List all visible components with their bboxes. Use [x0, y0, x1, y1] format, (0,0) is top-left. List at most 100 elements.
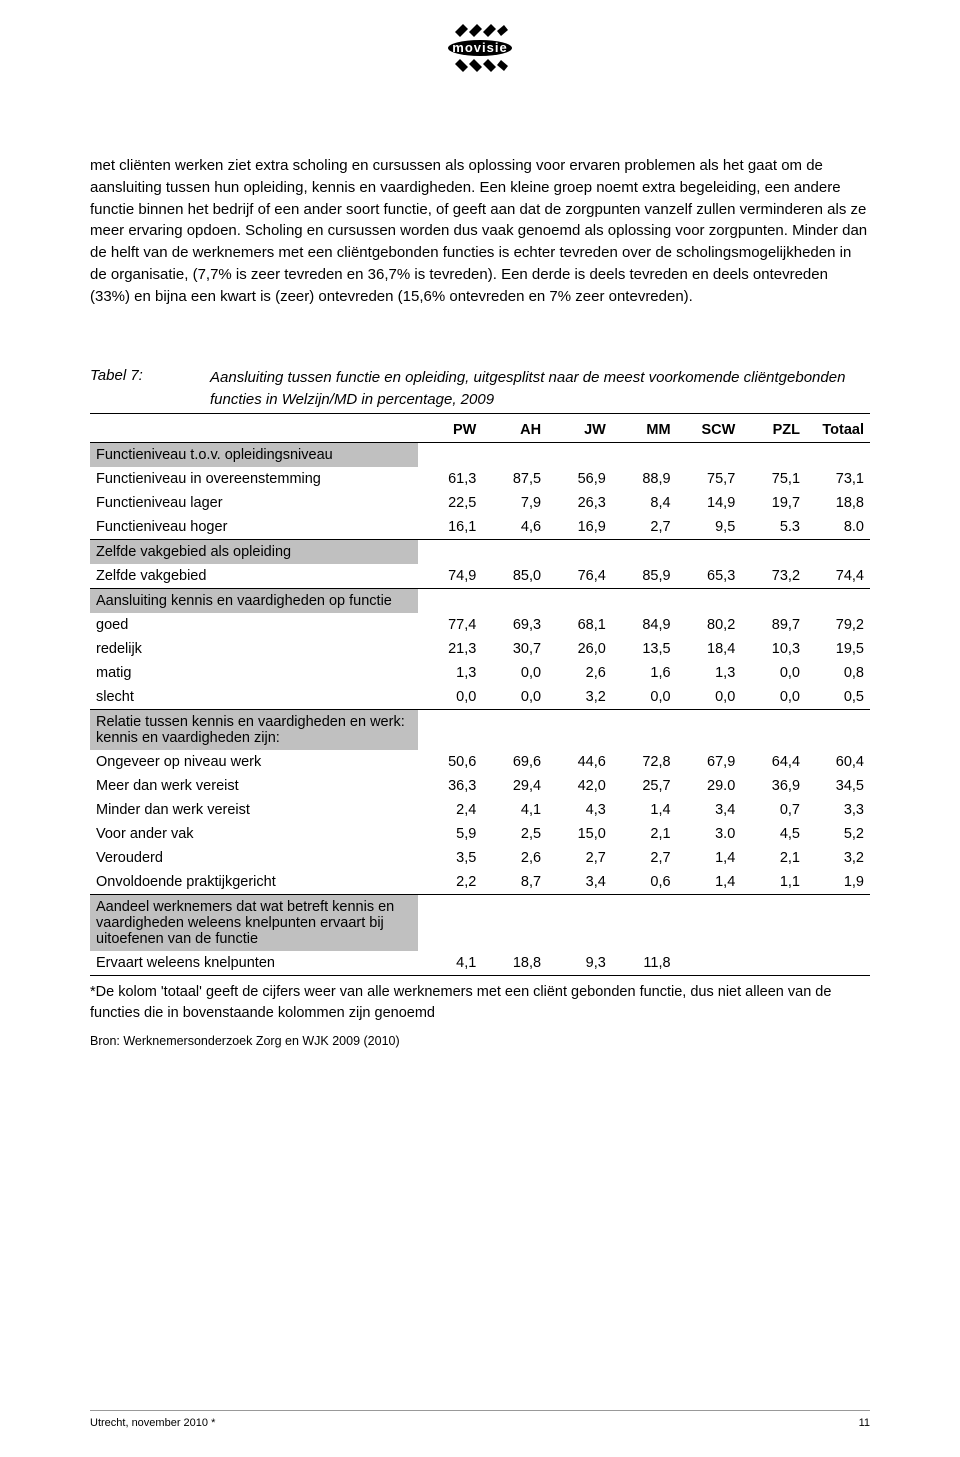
table-cell-empty: [677, 442, 742, 467]
table-cell: 0,0: [418, 685, 483, 710]
table-cell-empty: [418, 709, 483, 750]
table-cell: 1,1: [741, 870, 806, 895]
table-cell: 5,9: [418, 822, 483, 846]
table-row: Onvoldoende praktijkgericht2,28,73,40,61…: [90, 870, 870, 895]
table-cell-empty: [806, 442, 870, 467]
table-row: slecht0,00,03,20,00,00,00,5: [90, 685, 870, 710]
table-header: PZL: [741, 418, 806, 443]
table-cell-empty: [547, 442, 612, 467]
row-label: Zelfde vakgebied: [90, 564, 418, 589]
table-row: Voor ander vak5,92,515,02,13.04,55,2: [90, 822, 870, 846]
table-cell: 3.0: [677, 822, 742, 846]
table-row: Minder dan werk vereist2,44,14,31,43,40,…: [90, 798, 870, 822]
data-table: PW AH JW MM SCW PZL Totaal Functieniveau…: [90, 418, 870, 976]
table-cell: 7,9: [482, 491, 547, 515]
table-cell: 3,4: [677, 798, 742, 822]
table-cell: 8.0: [806, 515, 870, 540]
row-label: slecht: [90, 685, 418, 710]
table-cell: 0,0: [482, 685, 547, 710]
table-cell: 72,8: [612, 750, 677, 774]
table-cell: 42,0: [547, 774, 612, 798]
table-cell-empty: [418, 539, 483, 564]
row-label: Verouderd: [90, 846, 418, 870]
table-cell: 0,0: [482, 661, 547, 685]
table-cell-empty: [741, 894, 806, 951]
row-label: Ervaart weleens knelpunten: [90, 951, 418, 976]
table-cell: 16,9: [547, 515, 612, 540]
table-header: JW: [547, 418, 612, 443]
table-cell-empty: [547, 894, 612, 951]
table-cell: 30,7: [482, 637, 547, 661]
table-cell: 74,9: [418, 564, 483, 589]
table-cell-empty: [741, 709, 806, 750]
table-row: goed77,469,368,184,980,289,779,2: [90, 613, 870, 637]
table-cell-empty: [806, 709, 870, 750]
table-cell-empty: [418, 588, 483, 613]
table-cell: 0,6: [612, 870, 677, 895]
table-cell-empty: [677, 588, 742, 613]
table-cell: 2,4: [418, 798, 483, 822]
table-row: Ervaart weleens knelpunten4,118,89,311,8: [90, 951, 870, 976]
table-row: Relatie tussen kennis en vaardigheden en…: [90, 709, 870, 750]
table-cell: 36,3: [418, 774, 483, 798]
table-cell: 4,5: [741, 822, 806, 846]
table-cell: 10,3: [741, 637, 806, 661]
table-row: Functieniveau t.o.v. opleidingsniveau: [90, 442, 870, 467]
table-cell: 14,9: [677, 491, 742, 515]
table-cell: 85,0: [482, 564, 547, 589]
table-cell: 2,7: [612, 515, 677, 540]
row-label: Ongeveer op niveau werk: [90, 750, 418, 774]
table-header: AH: [482, 418, 547, 443]
table-cell: 61,3: [418, 467, 483, 491]
table-cell: 0,8: [806, 661, 870, 685]
table-cell-empty: [741, 539, 806, 564]
row-label: Functieniveau in overeenstemming: [90, 467, 418, 491]
table-cell: 18,4: [677, 637, 742, 661]
table-cell: 85,9: [612, 564, 677, 589]
table-row: Functieniveau lager22,57,926,38,414,919,…: [90, 491, 870, 515]
table-cell-empty: [612, 442, 677, 467]
table-cell: 84,9: [612, 613, 677, 637]
table-cell-empty: [418, 894, 483, 951]
table-cell: 0,0: [741, 685, 806, 710]
table-cell: 16,1: [418, 515, 483, 540]
row-label: goed: [90, 613, 418, 637]
table-number: Tabel 7:: [90, 367, 210, 411]
table-cell-empty: [482, 588, 547, 613]
table-cell: 77,4: [418, 613, 483, 637]
table-cell: 1,6: [612, 661, 677, 685]
table-cell: 26,0: [547, 637, 612, 661]
table-cell-empty: [482, 709, 547, 750]
table-cell: [677, 951, 742, 976]
table-cell: 68,1: [547, 613, 612, 637]
footer-left: Utrecht, november 2010 *: [90, 1417, 215, 1429]
table-cell: 76,4: [547, 564, 612, 589]
row-label: Minder dan werk vereist: [90, 798, 418, 822]
table-cell: 19,5: [806, 637, 870, 661]
section-label: Zelfde vakgebied als opleiding: [90, 539, 418, 564]
table-header-empty: [90, 418, 418, 443]
table-cell: 3,2: [806, 846, 870, 870]
table-cell: 1,9: [806, 870, 870, 895]
table-cell: 75,7: [677, 467, 742, 491]
table-cell: 18,8: [806, 491, 870, 515]
table-cell: 9,3: [547, 951, 612, 976]
table-cell: 3,5: [418, 846, 483, 870]
table-cell-empty: [612, 709, 677, 750]
table-cell: 75,1: [741, 467, 806, 491]
table-cell-empty: [806, 894, 870, 951]
table-caption: Tabel 7: Aansluiting tussen functie en o…: [90, 367, 870, 414]
table-cell: 1,4: [677, 846, 742, 870]
table-row: Zelfde vakgebied als opleiding: [90, 539, 870, 564]
row-label: Voor ander vak: [90, 822, 418, 846]
table-cell: 1,3: [418, 661, 483, 685]
table-cell: 69,3: [482, 613, 547, 637]
table-cell: 87,5: [482, 467, 547, 491]
table-cell: 44,6: [547, 750, 612, 774]
table-cell: 5.3: [741, 515, 806, 540]
footer-page-number: 11: [859, 1417, 870, 1429]
table-cell: 19,7: [741, 491, 806, 515]
table-cell: 89,7: [741, 613, 806, 637]
table-cell: 1,4: [677, 870, 742, 895]
table-cell: 0,5: [806, 685, 870, 710]
